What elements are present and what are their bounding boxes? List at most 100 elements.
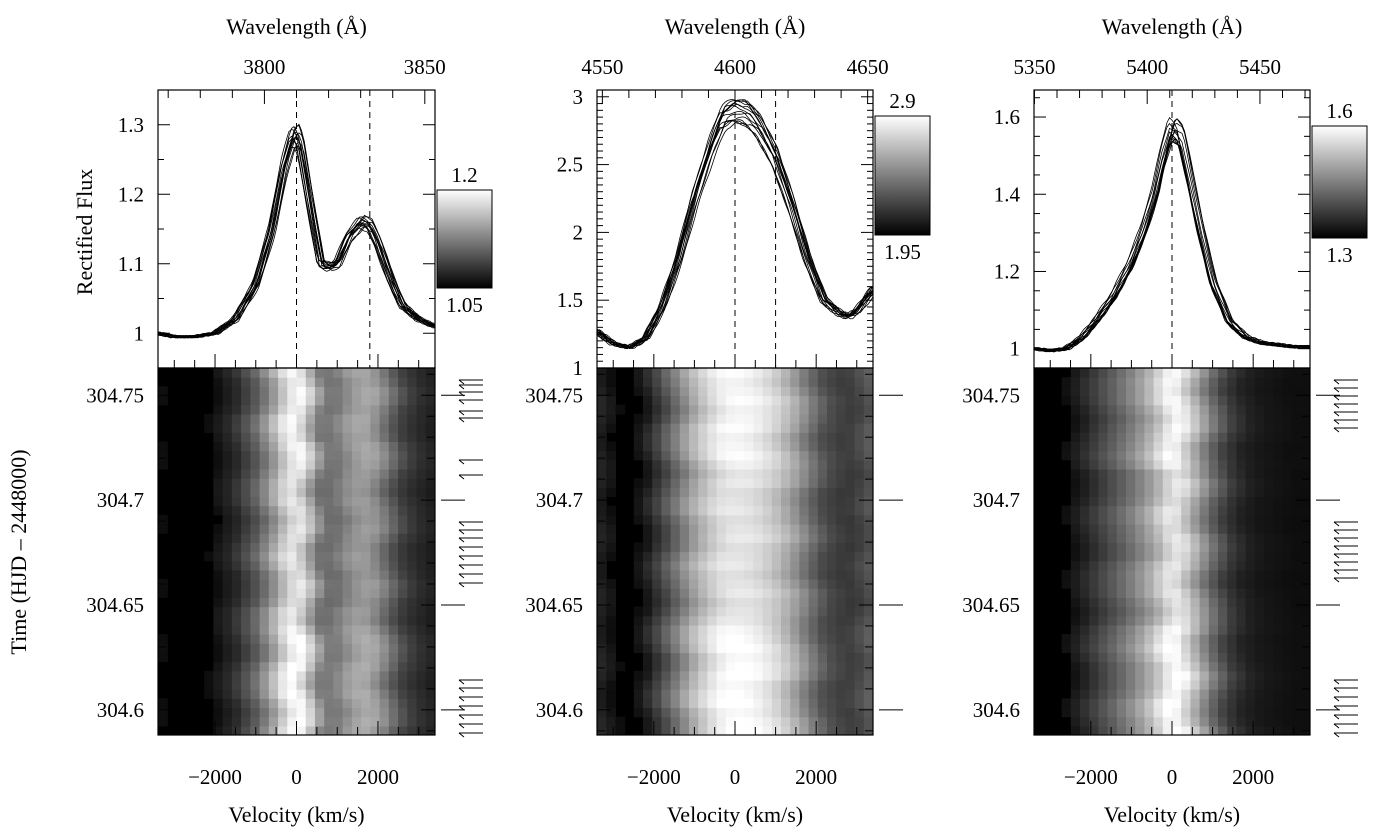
image-cell: [679, 689, 690, 699]
image-cell: [1126, 542, 1136, 553]
image-cell: [425, 368, 435, 378]
image-cell: [771, 514, 782, 525]
image-cell: [817, 579, 828, 589]
image-cell: [1089, 624, 1099, 635]
image-cell: [790, 423, 800, 433]
image-cell: [854, 468, 865, 479]
image-cell: [342, 395, 353, 406]
image-cell: [762, 725, 773, 735]
image-cell: [351, 551, 362, 562]
image-cell: [1116, 588, 1127, 598]
image-cell: [633, 514, 644, 525]
image-cell: [1254, 468, 1265, 479]
image-cell: [324, 569, 335, 580]
image-cell: [808, 606, 819, 617]
image-cell: [1181, 560, 1191, 571]
image-cell: [836, 560, 846, 571]
image-cell: [1089, 643, 1099, 654]
image-cell: [725, 368, 736, 378]
image-cell: [817, 615, 828, 626]
image-cell: [781, 377, 791, 387]
image-cell: [597, 386, 607, 397]
image-cell: [213, 597, 224, 608]
image-cell: [771, 505, 782, 516]
image-cell: [808, 551, 819, 562]
image-cell: [661, 670, 672, 681]
image-cell: [1236, 579, 1247, 589]
image-cell: [817, 670, 828, 681]
image-cell: [1061, 377, 1072, 387]
image-cell: [351, 542, 362, 553]
image-cell: [836, 716, 846, 727]
image-cell: [1273, 579, 1283, 589]
image-cell: [222, 432, 233, 442]
image-cell: [278, 707, 288, 718]
image-cell: [1181, 404, 1191, 415]
image-cell: [342, 560, 353, 571]
image-cell: [388, 716, 399, 727]
image-cell: [827, 404, 837, 415]
image-cell: [398, 725, 408, 735]
image-cell: [827, 377, 837, 387]
wavelength-tick-label: 3800: [243, 55, 285, 79]
image-cell: [250, 413, 261, 424]
image-cell: [725, 496, 736, 507]
image-cell: [250, 698, 261, 709]
image-cell: [744, 569, 754, 580]
image-cell: [762, 386, 773, 397]
image-cell: [333, 551, 344, 562]
image-cell: [679, 652, 690, 663]
image-cell: [1291, 716, 1302, 727]
image-cell: [1236, 670, 1247, 681]
image-cell: [333, 615, 344, 626]
image-cell: [735, 634, 745, 644]
image-cell: [1245, 514, 1256, 525]
image-cell: [278, 542, 288, 553]
image-cell: [643, 679, 653, 690]
image-cell: [845, 487, 856, 498]
image-cell: [735, 395, 745, 406]
image-cell: [259, 377, 270, 387]
image-cell: [633, 450, 644, 461]
image-cell: [351, 597, 362, 608]
image-cell: [407, 716, 418, 727]
image-cell: [827, 551, 837, 562]
image-cell: [342, 459, 353, 470]
image-cell: [1190, 634, 1201, 644]
y-tick-label: 1: [134, 321, 145, 345]
image-cell: [1126, 496, 1136, 507]
image-cell: [361, 542, 371, 553]
image-cell: [259, 624, 270, 635]
image-cell: [250, 459, 261, 470]
image-cell: [1245, 487, 1256, 498]
image-cell: [827, 698, 837, 709]
image-cell: [698, 652, 708, 663]
image-cell: [268, 606, 279, 617]
image-cell: [231, 652, 242, 663]
image-cell: [771, 615, 782, 626]
image-cell: [1190, 514, 1201, 525]
image-cell: [725, 624, 736, 635]
image-cell: [808, 689, 819, 699]
image-cell: [1245, 652, 1256, 663]
image-cell: [1098, 560, 1109, 571]
image-cell: [836, 395, 846, 406]
image-cell: [1135, 551, 1145, 562]
image-cell: [1126, 478, 1136, 488]
image-cell: [241, 569, 251, 580]
image-cell: [652, 468, 662, 479]
image-cell: [231, 386, 242, 397]
image-cell: [633, 551, 644, 562]
image-cell: [416, 514, 427, 525]
image-cell: [698, 432, 708, 442]
image-cell: [1190, 707, 1201, 718]
image-cell: [1218, 725, 1228, 735]
image-cell: [606, 533, 616, 543]
observation-marker-hook: [458, 391, 465, 397]
image-cell: [707, 514, 718, 525]
image-cell: [661, 377, 672, 387]
image-cell: [259, 597, 270, 608]
image-cell: [652, 368, 662, 378]
image-cell: [296, 679, 307, 690]
image-cell: [845, 386, 856, 397]
